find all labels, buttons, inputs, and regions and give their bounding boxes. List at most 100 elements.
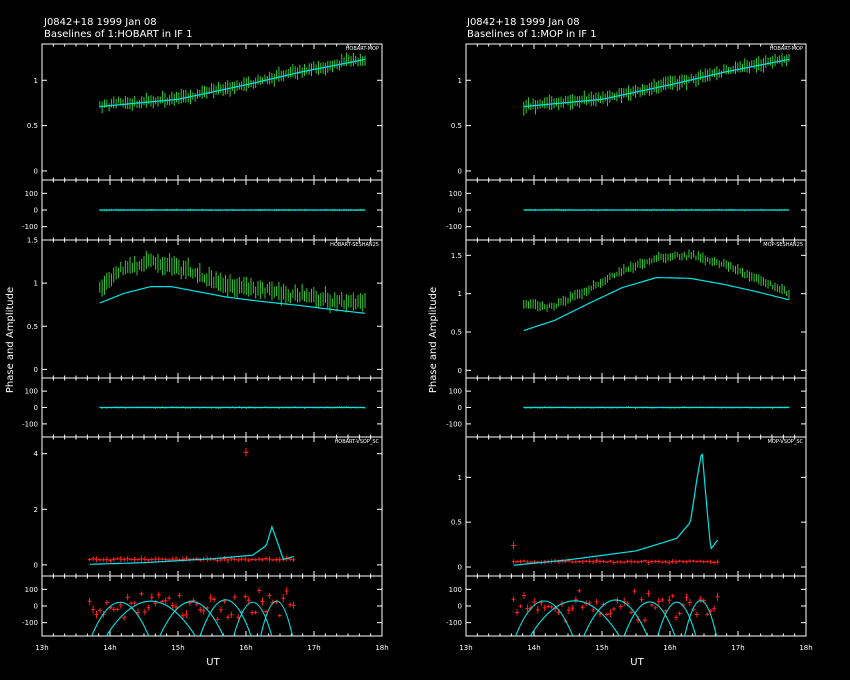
x-tick-label: 16h	[239, 644, 252, 652]
phase-series	[523, 405, 790, 409]
x-tick-label: 14h	[527, 644, 540, 652]
amp-y-tick-label: 0.5	[27, 122, 38, 130]
amplitude-panel-frame	[41, 436, 383, 577]
x-tick-label: 13h	[459, 644, 472, 652]
x-tick-label: 15h	[595, 644, 608, 652]
baseline-label: MOP-VSOP_SC	[768, 439, 804, 445]
phase-y-tick-label: 100	[449, 586, 462, 594]
phase-y-tick-label: -100	[22, 619, 38, 627]
amp-y-tick-label: 0	[458, 564, 462, 572]
phase-series	[99, 208, 366, 212]
amp-y-tick-label: 1.5	[451, 252, 462, 260]
baseline-row-hobart-mop: HOBART-MOP 0 0.5 1 100 0 -100	[446, 43, 807, 241]
phase-y-tick-label: 0	[34, 207, 38, 215]
figure-hobart-baselines: J0842+18 1999 Jan 08 Baselines of 1:HOBA…	[5, 17, 389, 668]
amplitude-panel-frame	[465, 239, 807, 379]
baseline-label: MOP-SESHAN25	[763, 242, 803, 248]
baseline-row-hobart-seshan25: HOBART-SESHAN25 0 0.5 1 1.5 100 0 -100	[22, 237, 383, 438]
figure-title-line2: Baselines of 1:MOP in IF 1	[467, 29, 597, 40]
baseline-label: HOBART-MOP	[346, 46, 379, 52]
amplitude-panel-frame	[465, 436, 807, 577]
x-tick-label: 15h	[171, 644, 184, 652]
phase-series	[87, 587, 296, 636]
baseline-row-hobart-mop: HOBART-MOP 0 0.5 1 100 0 -100	[22, 43, 383, 241]
phase-series	[523, 208, 790, 212]
phase-y-tick-label: -100	[446, 420, 462, 428]
amplitude-panel-frame	[41, 43, 383, 181]
x-tick-label: 17h	[307, 644, 320, 652]
phase-y-tick-label: 0	[458, 404, 462, 412]
phase-y-tick-label: 0	[458, 603, 462, 611]
amp-model-line	[89, 524, 294, 565]
phase-model-arc	[623, 601, 676, 636]
amp-model-line	[523, 277, 790, 332]
amp-y-tick-label: 0.5	[27, 323, 38, 331]
amp-y-tick-label: 1	[458, 77, 462, 85]
amp-y-tick-label: 0	[458, 167, 462, 175]
phase-model-arc	[657, 601, 697, 636]
amp-y-tick-label: 1	[458, 474, 462, 482]
amp-y-tick-label: 1.5	[27, 237, 38, 245]
amp-y-tick-label: 0	[34, 561, 38, 569]
baseline-row-hobart-vsop_sc: HOBART-VSOP_SC 0 2 4 100 0 -100	[22, 436, 383, 637]
phase-model-arc	[105, 600, 196, 636]
phase-y-tick-label: 0	[34, 603, 38, 611]
phase-y-tick-label: 100	[25, 388, 38, 396]
baseline-row-mop-vsop_sc: MOP-VSOP_SC 0 0.5 1 100 0 -100	[446, 436, 807, 637]
x-tick-label: 18h	[375, 644, 388, 652]
amp-y-tick-label: 0.5	[451, 329, 462, 337]
amp-y-tick-label: 1	[458, 290, 462, 298]
x-tick-label: 16h	[663, 644, 676, 652]
figure-mop-baselines: J0842+18 1999 Jan 08 Baselines of 1:MOP …	[428, 17, 813, 668]
amp-y-tick-label: 1	[34, 280, 38, 288]
figure-title-line1: J0842+18 1999 Jan 08	[43, 17, 157, 28]
amp-y-tick-label: 0	[34, 366, 38, 374]
x-tick-label: 14h	[103, 644, 116, 652]
amp-y-tick-label: 2	[34, 506, 38, 514]
baseline-row-mop-seshan25: MOP-SESHAN25 0 0.5 1 1.5 100 0 -100	[446, 239, 807, 438]
x-tick-label: 13h	[35, 644, 48, 652]
amplitude-panel-frame	[465, 43, 807, 181]
phase-model-arc	[159, 601, 224, 636]
y-axis-label: Phase and Amplitude	[5, 287, 16, 393]
x-tick-label: 17h	[731, 644, 744, 652]
phase-y-tick-label: 100	[449, 388, 462, 396]
amp-y-tick-label: 0.5	[451, 519, 462, 527]
amp-y-tick-label: 1	[34, 77, 38, 85]
phase-y-tick-label: 0	[34, 404, 38, 412]
phase-model-arc	[529, 600, 620, 636]
amp-model-line	[99, 286, 366, 314]
amp-model-line	[523, 58, 790, 108]
phase-model-arc	[91, 601, 150, 636]
phase-y-tick-label: -100	[22, 420, 38, 428]
phase-model-arc	[515, 600, 574, 636]
phase-y-tick-label: 0	[458, 207, 462, 215]
phase-y-tick-label: 100	[449, 190, 462, 198]
x-tick-label: 18h	[799, 644, 812, 652]
phase-panel-frame	[465, 575, 807, 637]
baseline-label: HOBART-MOP	[770, 46, 803, 52]
amp-y-tick-label: 0.5	[451, 122, 462, 130]
phase-model-arc	[684, 600, 718, 636]
figure-title-line1: J0842+18 1999 Jan 08	[466, 17, 580, 28]
x-axis-label: UT	[206, 657, 220, 668]
phase-model-arc	[233, 602, 273, 636]
baseline-label: HOBART-VSOP_SC	[335, 439, 380, 445]
phase-y-tick-label: -100	[446, 619, 462, 627]
phase-y-tick-label: 100	[25, 586, 38, 594]
phase-y-tick-label: -100	[22, 223, 38, 231]
amp-model-line	[513, 453, 719, 566]
phase-series	[511, 588, 720, 636]
phase-series	[99, 406, 366, 410]
figure-title-line2: Baselines of 1:HOBART in IF 1	[44, 29, 192, 40]
amp-y-tick-label: 0	[458, 367, 462, 375]
amp-y-tick-label: 0	[34, 167, 38, 175]
baseline-label: HOBART-SESHAN25	[330, 242, 379, 248]
phase-model-arc	[260, 600, 293, 636]
amp-y-tick-label: 4	[34, 450, 39, 458]
y-axis-label: Phase and Amplitude	[428, 287, 439, 393]
phase-y-tick-label: 100	[25, 190, 38, 198]
phase-model-arc	[199, 599, 252, 636]
amp-model-line	[99, 58, 366, 108]
